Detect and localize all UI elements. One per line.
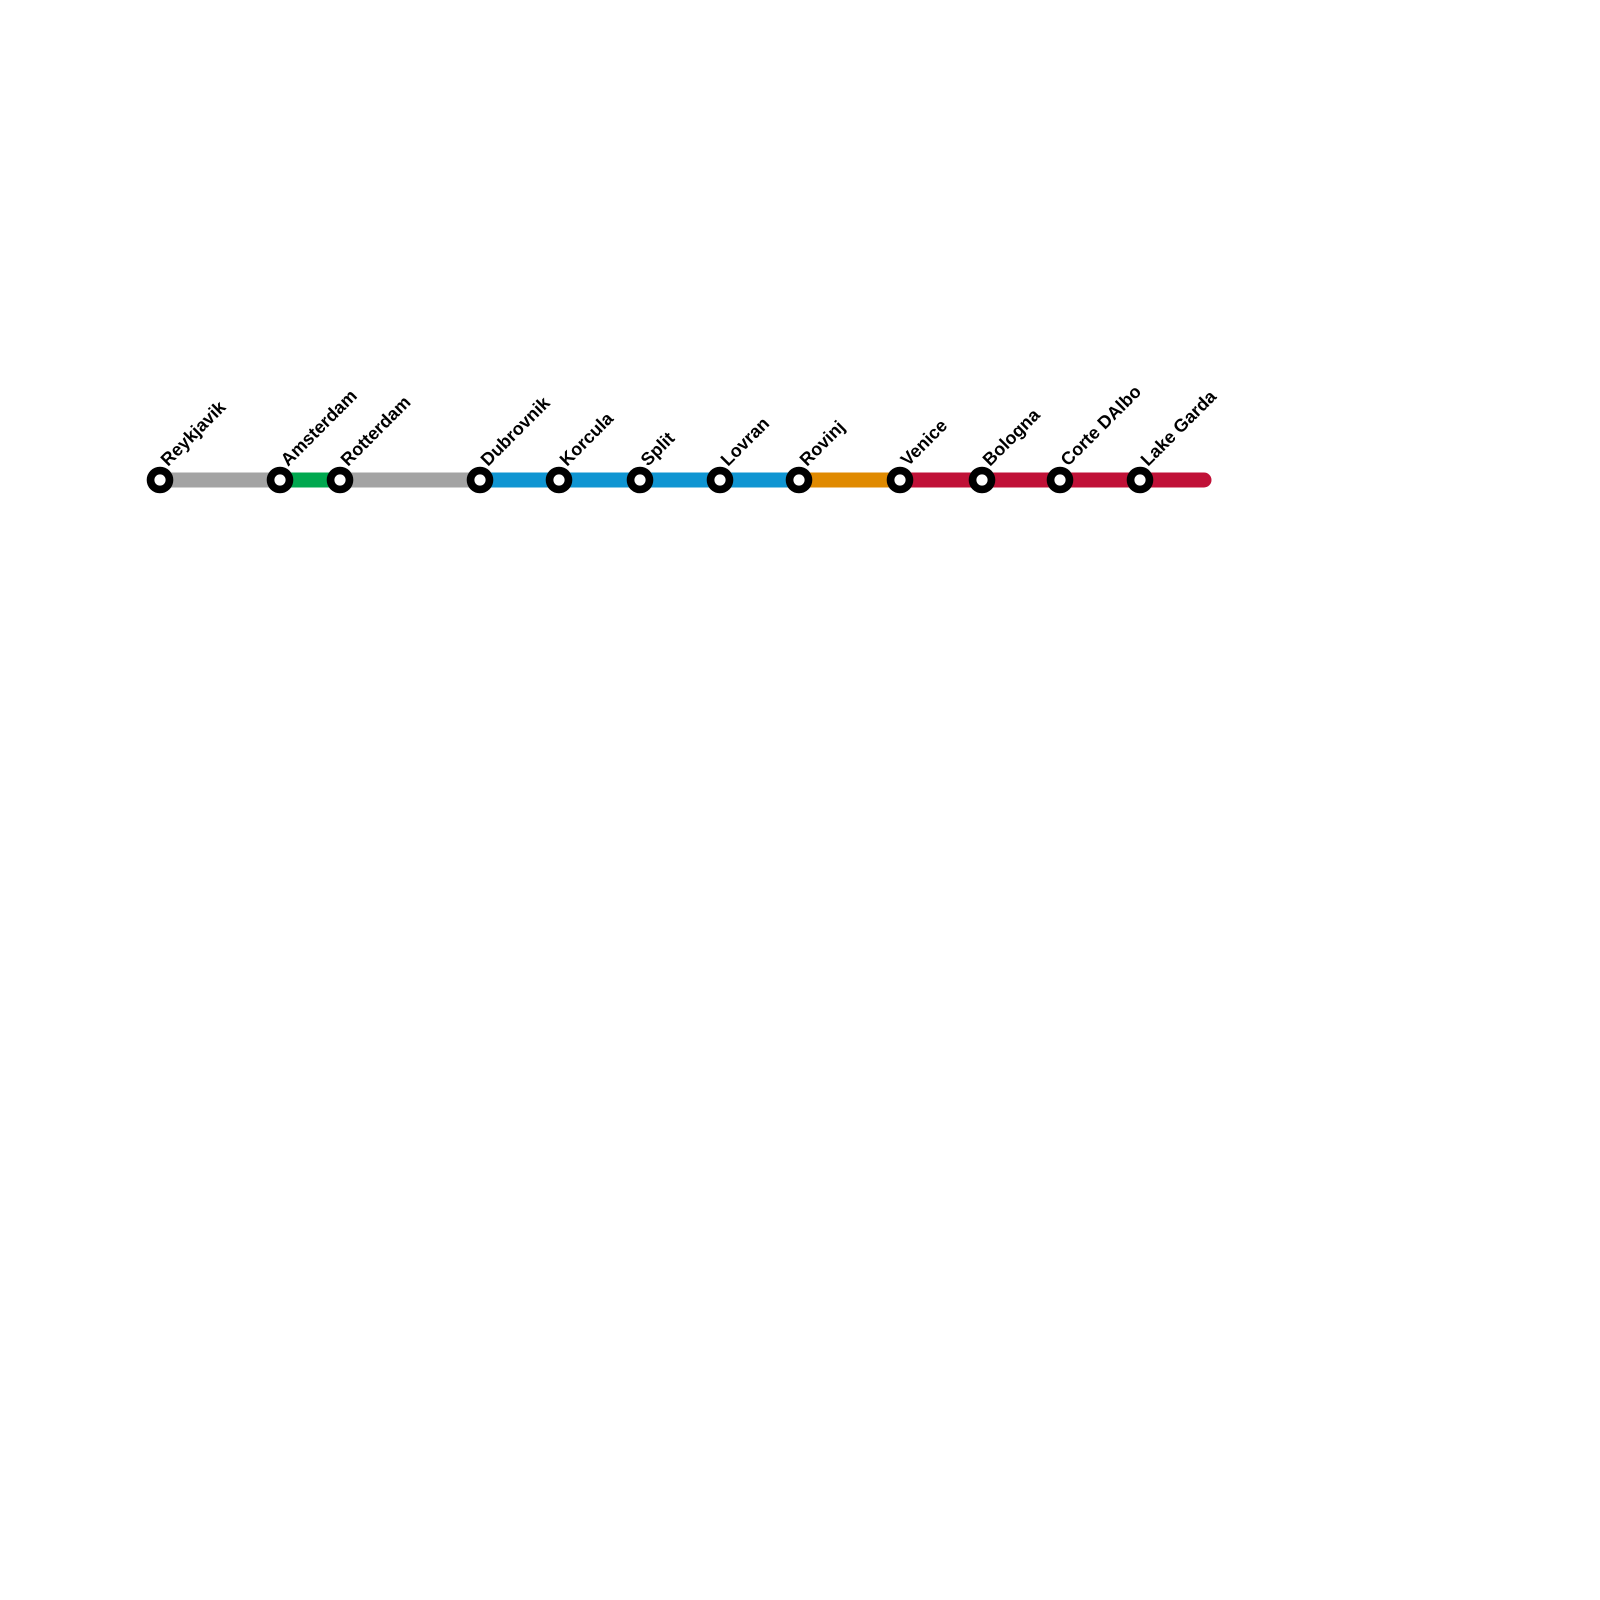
station-marker [545, 466, 573, 494]
station-marker [326, 466, 354, 494]
station-label: Lake Garda [1137, 386, 1221, 470]
station-label: Lovran [717, 413, 774, 470]
station-marker [146, 466, 174, 494]
station-marker [1126, 466, 1154, 494]
station-marker [266, 466, 294, 494]
station-label: Corte DAlbo [1057, 381, 1145, 469]
station-label: Dubrovnik [477, 392, 555, 470]
station-marker [968, 466, 996, 494]
station-marker [785, 466, 813, 494]
station-label: Rovinj [796, 417, 849, 470]
station-marker [626, 466, 654, 494]
station-label: Venice [897, 415, 951, 469]
station-marker [706, 466, 734, 494]
station-marker [466, 466, 494, 494]
station-marker [886, 466, 914, 494]
station-label: Korcula [556, 408, 618, 470]
station-label: Split [637, 428, 679, 470]
station-label: Bologna [979, 404, 1045, 470]
station-label: Reykjavik [157, 396, 231, 470]
station-marker [1046, 466, 1074, 494]
